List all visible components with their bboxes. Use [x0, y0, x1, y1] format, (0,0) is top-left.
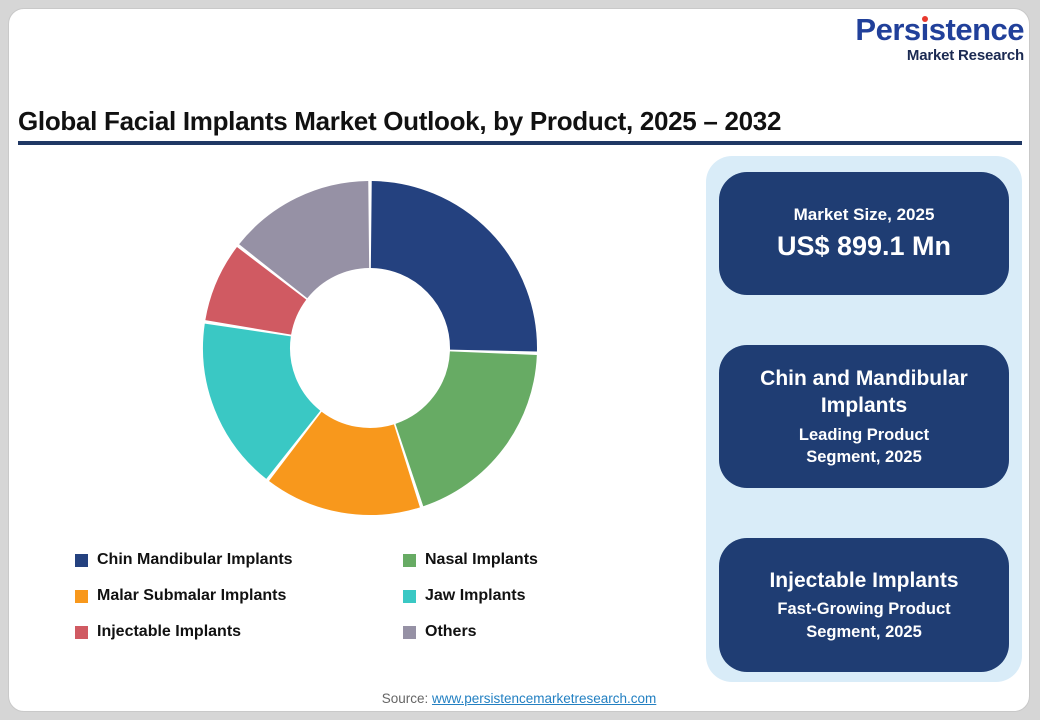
legend-item-others: Others	[403, 620, 655, 644]
legend-swatch-others	[403, 625, 416, 639]
legend-item-malar-submalar: Malar Submalar Implants	[75, 584, 403, 608]
donut-segment-nasal-implants	[394, 349, 537, 507]
donut-segment-injectable-implants	[205, 247, 308, 337]
page-title: Global Facial Implants Market Outlook, b…	[18, 106, 782, 136]
fast-growing-segment-caption: Fast-Growing Product Segment, 2025	[777, 600, 951, 641]
legend-label: Malar Submalar Implants	[97, 587, 287, 604]
brand-name-end: stence	[928, 12, 1025, 47]
chart-legend: Chin Mandibular Implants Nasal Implants …	[75, 548, 655, 644]
brand-logo: Pers ıstence Market Research	[855, 14, 1024, 63]
market-size-card: Market Size, 2025 US$ 899.1 Mn	[719, 172, 1009, 295]
market-size-value: US$ 899.1 Mn	[776, 231, 952, 261]
legend-label: Injectable Implants	[97, 623, 242, 640]
title-underline	[18, 141, 1022, 145]
source-line: Source: www.persistencemarketresearch.co…	[8, 691, 1030, 706]
legend-label: Nasal Implants	[425, 551, 538, 568]
fast-growing-segment-card: Injectable Implants Fast-Growing Product…	[719, 538, 1009, 672]
donut-chart	[203, 181, 537, 515]
leading-segment-card: Chin and Mandibular Implants Leading Pro…	[719, 345, 1009, 488]
legend-item-nasal: Nasal Implants	[403, 548, 655, 572]
brand-name-i: ı	[920, 12, 930, 47]
legend-swatch-nasal	[403, 553, 416, 567]
legend-item-chin-mandibular: Chin Mandibular Implants	[75, 548, 403, 572]
market-size-label: Market Size, 2025	[793, 205, 935, 224]
leading-segment-caption: Leading Product Segment, 2025	[798, 425, 930, 466]
fast-growing-segment-name: Injectable Implants	[769, 569, 959, 593]
legend-label: Others	[425, 623, 477, 640]
donut-segment-others	[239, 181, 371, 300]
donut-segment-chin-mandibular-implants	[369, 181, 537, 352]
legend-item-injectable: Injectable Implants	[75, 620, 403, 644]
source-label: Source:	[381, 691, 432, 706]
legend-label: Jaw Implants	[425, 587, 526, 604]
brand-name-start: Pers	[855, 12, 921, 47]
leading-segment-name: Chin and Mandibular Implants	[760, 366, 968, 418]
legend-item-jaw: Jaw Implants	[403, 584, 655, 608]
legend-swatch-jaw	[403, 589, 416, 603]
legend-swatch-chin-mandibular	[75, 553, 88, 567]
logo-red-dot-icon	[921, 16, 928, 22]
legend-swatch-malar-submalar	[75, 589, 88, 603]
legend-label: Chin Mandibular Implants	[97, 551, 293, 568]
donut-segment-jaw-implants	[203, 323, 322, 479]
highlights-panel: Market Size, 2025 US$ 899.1 Mn Chin and …	[706, 156, 1022, 682]
donut-segment-malar-submalar-implants	[269, 410, 420, 515]
brand-name: Pers ıstence	[855, 14, 1024, 45]
brand-tagline: Market Research	[906, 47, 1024, 64]
legend-swatch-injectable	[75, 625, 88, 639]
source-link[interactable]: www.persistencemarketresearch.com	[431, 691, 657, 706]
